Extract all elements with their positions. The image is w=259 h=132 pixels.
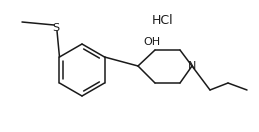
Text: OH: OH (143, 37, 161, 47)
Text: HCl: HCl (152, 13, 174, 27)
Text: N: N (188, 61, 196, 71)
Text: S: S (52, 23, 60, 33)
